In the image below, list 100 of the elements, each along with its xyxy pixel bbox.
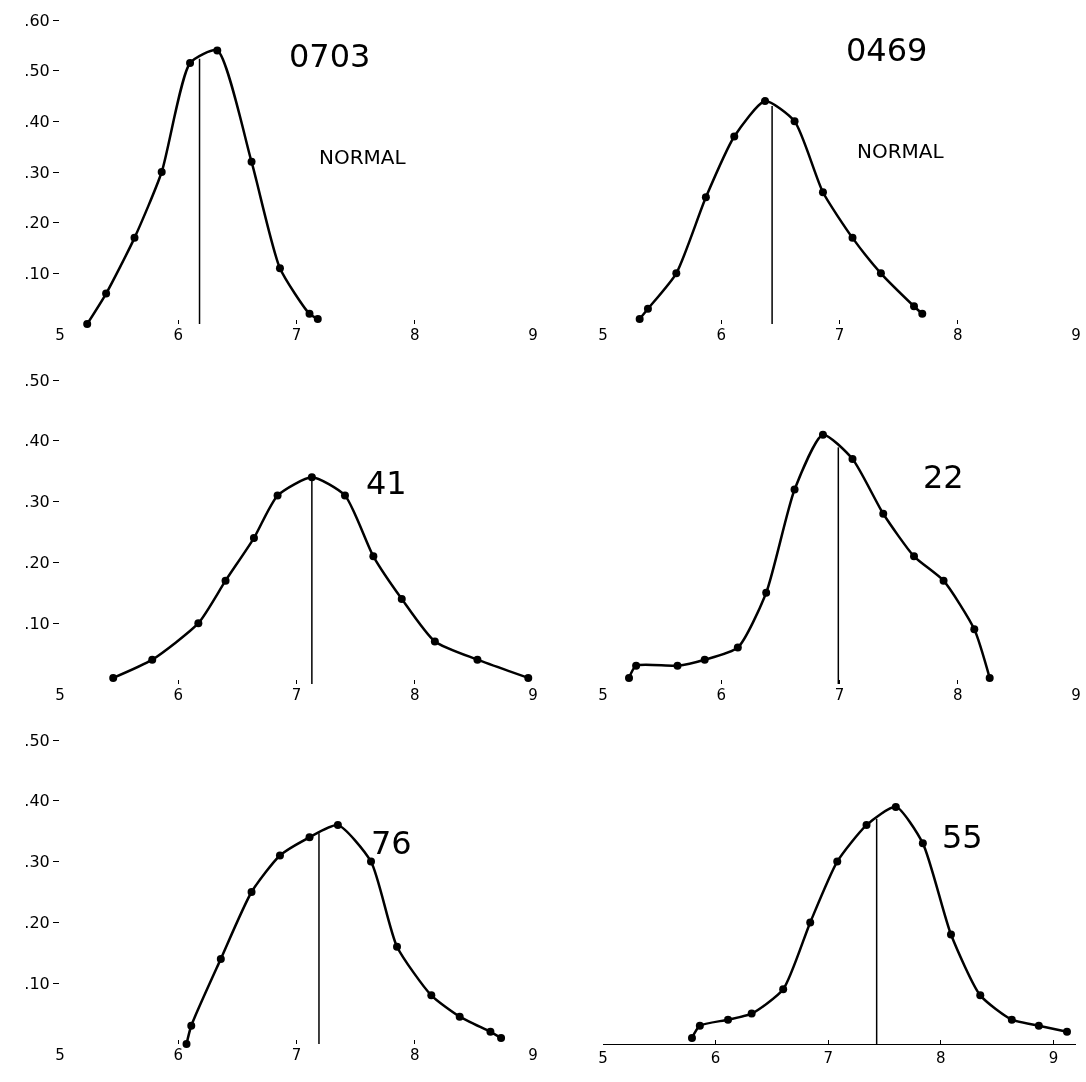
x-tick-label: 6 — [716, 686, 727, 704]
y-tick-label: .40 — [24, 791, 50, 811]
annotation: 22 — [923, 458, 964, 496]
y-tick-label: .10 — [24, 973, 50, 993]
point — [970, 625, 979, 634]
point — [275, 851, 284, 860]
point — [247, 888, 256, 896]
y-tick-label: .30 — [24, 492, 50, 512]
y-tick-label: .60 — [24, 10, 50, 30]
point — [625, 673, 634, 682]
point — [307, 473, 316, 482]
x-tick-label: 5 — [55, 1046, 65, 1064]
point — [486, 1027, 495, 1036]
point — [733, 643, 742, 652]
point — [946, 930, 955, 939]
point — [455, 1012, 464, 1021]
point — [333, 821, 342, 830]
annotation: 0703 — [289, 37, 371, 75]
point — [701, 193, 710, 202]
point — [249, 534, 258, 543]
point — [673, 661, 682, 670]
y-tick-label: .20 — [24, 913, 50, 932]
point — [397, 594, 406, 603]
y-tick-label: .30 — [24, 162, 50, 182]
point — [918, 309, 927, 318]
x-tick-label: 8 — [952, 326, 963, 344]
point — [109, 673, 118, 682]
point — [221, 576, 230, 585]
point — [275, 264, 284, 273]
y-tick-label: .30 — [24, 852, 50, 872]
point — [848, 455, 857, 464]
point — [724, 1015, 733, 1024]
point — [910, 302, 918, 311]
point — [148, 655, 157, 664]
point — [632, 661, 641, 670]
point — [427, 991, 436, 1000]
point — [213, 46, 222, 55]
point — [687, 1033, 696, 1042]
x-tick-label: 9 — [528, 326, 538, 344]
point — [186, 59, 195, 68]
point — [182, 1040, 191, 1048]
x-tick-label: 6 — [173, 326, 184, 344]
point — [806, 918, 815, 927]
x-tick-label: 5 — [55, 326, 65, 344]
point — [862, 821, 871, 830]
x-tick-label: 8 — [409, 686, 420, 704]
y-tick-label: .50 — [24, 61, 50, 81]
annotation: 55 — [942, 818, 983, 856]
x-tick-label: 9 — [528, 1046, 538, 1064]
annotation: 0469 — [846, 31, 928, 69]
point — [83, 320, 92, 328]
y-tick-label: .10 — [24, 263, 50, 283]
x-tick-label: 9 — [1071, 326, 1081, 344]
point — [194, 619, 203, 628]
point — [695, 1021, 704, 1030]
annotation: 76 — [371, 824, 412, 862]
x-tick-label: 8 — [409, 326, 420, 344]
x-tick-label: 8 — [409, 1046, 420, 1064]
point — [130, 233, 139, 242]
point — [876, 269, 885, 278]
point — [187, 1021, 196, 1030]
point — [340, 491, 349, 500]
point — [273, 491, 282, 500]
annotation: NORMAL — [319, 145, 407, 169]
y-tick-label: .40 — [24, 431, 50, 451]
x-tick-label: 6 — [710, 1049, 721, 1067]
point — [761, 97, 769, 106]
y-tick-label: .50 — [24, 730, 50, 750]
point — [700, 655, 709, 664]
point — [643, 304, 652, 313]
point — [216, 954, 225, 963]
x-tick-label: 7 — [834, 686, 845, 704]
point — [818, 430, 827, 439]
point — [879, 509, 888, 518]
y-tick-label: .50 — [24, 370, 50, 390]
x-tick-label: 5 — [598, 686, 608, 704]
x-tick-label: 6 — [716, 326, 727, 344]
point — [1007, 1015, 1016, 1024]
point — [393, 942, 402, 951]
x-tick-label: 7 — [834, 326, 845, 344]
point — [1034, 1021, 1043, 1030]
point — [833, 857, 842, 866]
y-tick-label: .20 — [24, 553, 50, 572]
x-tick-label: 6 — [173, 686, 184, 704]
y-tick-label: .10 — [24, 613, 50, 633]
x-tick-label: 9 — [1048, 1049, 1059, 1067]
point — [747, 1009, 756, 1018]
x-tick-label: 7 — [823, 1049, 834, 1067]
point — [790, 485, 799, 494]
y-tick-label: .40 — [24, 111, 50, 131]
x-tick-label: 8 — [936, 1049, 946, 1067]
annotation: 41 — [366, 464, 407, 502]
x-tick-label: 9 — [528, 686, 538, 704]
point — [910, 552, 918, 561]
point — [369, 552, 378, 561]
point — [730, 132, 739, 141]
x-tick-label: 5 — [55, 686, 65, 704]
point — [985, 673, 994, 682]
point — [305, 833, 314, 842]
point — [247, 157, 256, 166]
